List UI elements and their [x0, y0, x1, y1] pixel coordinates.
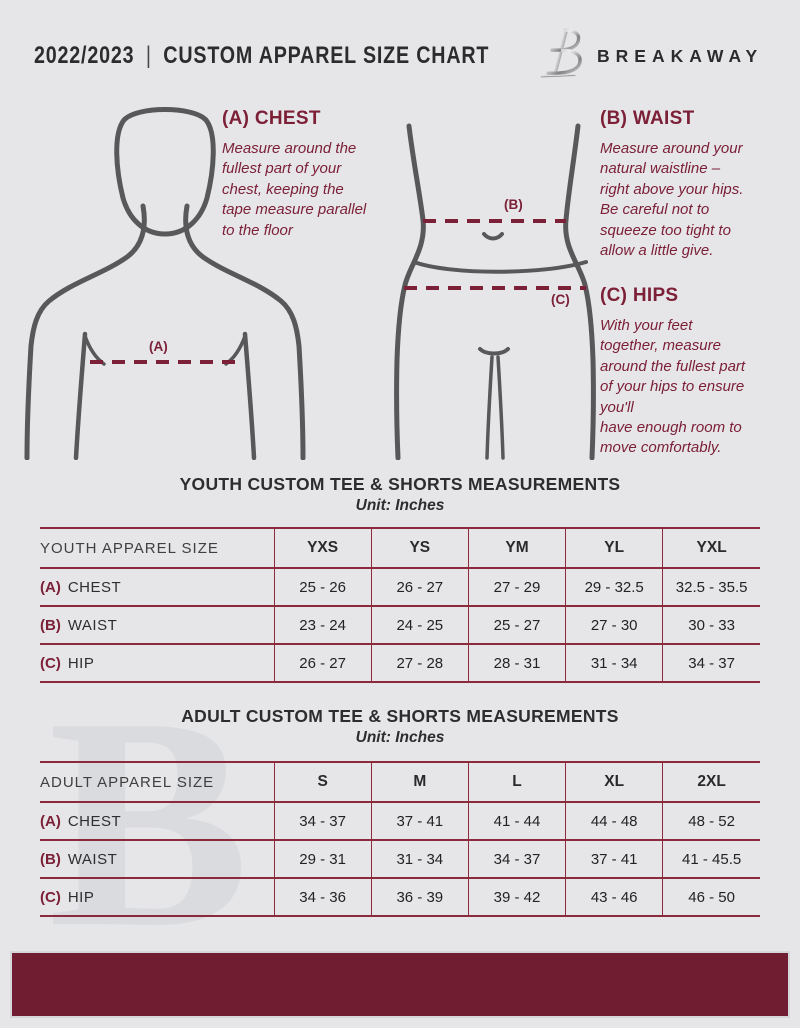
page-title: 2022/2023 | CUSTOM APPAREL SIZE CHART	[34, 42, 489, 70]
season-label: 2022/2023	[34, 42, 135, 69]
table-row-waist: (B) WAIST 23 - 24 24 - 25 25 - 27 27 - 30…	[40, 605, 760, 644]
table-cell: 34 - 37	[467, 839, 566, 878]
table-cell: 27 - 28	[370, 643, 469, 683]
waist-guide: (B) WAIST Measure around your natural wa…	[600, 108, 796, 261]
chest-marker-label: (A)	[149, 339, 168, 354]
row-prefix: (C)	[40, 654, 61, 672]
table-cell: 27 - 29	[467, 567, 566, 606]
youth-table-title: YOUTH CUSTOM TEE & SHORTS MEASUREMENTS	[179, 474, 621, 494]
table-row-chest: (A) CHEST 34 - 37 37 - 41 41 - 44 44 - 48…	[40, 801, 760, 840]
hips-figure-illustration	[394, 123, 596, 460]
table-cell: 37 - 41	[370, 801, 469, 840]
breakaway-b-logo-icon	[538, 28, 582, 78]
table-cell: 34 - 37	[273, 801, 372, 840]
table-cell: 48 - 52	[662, 801, 760, 840]
row-label-text: WAIST	[67, 850, 118, 868]
row-label: (C) HIP	[40, 643, 275, 683]
table-cell: 26 - 27	[273, 643, 372, 683]
table-cell: 26 - 27	[370, 567, 469, 606]
column-header: YOUTH APPAREL SIZE	[40, 527, 275, 568]
table-cell: 43 - 46	[565, 877, 663, 917]
table-cell: 44 - 48	[565, 801, 663, 840]
waist-marker-label: (B)	[504, 197, 523, 212]
hips-guide-heading: (C) HIPS	[600, 285, 679, 306]
table-cell: 24 - 25	[370, 605, 469, 644]
table-cell: 32.5 - 35.5	[662, 567, 760, 606]
waist-guide-body: Measure around your natural waistline – …	[600, 140, 744, 259]
brand-name: BREAKAWAY	[597, 46, 764, 66]
youth-size-table: YOUTH APPAREL SIZE YXS YS YM YL YXL (A) C…	[40, 527, 760, 683]
adult-table-title: ADULT CUSTOM TEE & SHORTS MEASUREMENTS	[181, 706, 619, 726]
row-prefix: (A)	[40, 578, 61, 596]
table-cell: 27 - 30	[565, 605, 663, 644]
table-cell: 41 - 44	[467, 801, 566, 840]
table-cell: 23 - 24	[273, 605, 372, 644]
hips-guide-body: With your feet together, measure around …	[600, 317, 746, 457]
footer-accent-bar	[10, 951, 790, 1018]
column-header: ADULT APPAREL SIZE	[40, 761, 275, 802]
column-header: 2XL	[662, 761, 760, 802]
youth-header-row: YOUTH APPAREL SIZE YXS YS YM YL YXL	[40, 527, 760, 568]
adult-table-unit: Unit: Inches	[355, 729, 445, 746]
hips-guide: (C) HIPS With your feet together, measur…	[600, 285, 796, 459]
title-separator: |	[145, 42, 152, 69]
table-cell: 25 - 26	[273, 567, 372, 606]
column-header: YXS	[273, 527, 372, 568]
table-cell: 46 - 50	[662, 877, 760, 917]
row-label-text: WAIST	[67, 616, 118, 634]
waist-guide-heading: (B) WAIST	[600, 108, 695, 129]
chest-guide-body: Measure around the fullest part of your …	[222, 140, 367, 239]
row-label: (A) CHEST	[40, 567, 275, 606]
table-cell: 29 - 31	[273, 839, 372, 878]
row-prefix: (C)	[40, 888, 61, 906]
chest-guide: (A) CHEST Measure around the fullest par…	[222, 108, 407, 241]
table-cell: 34 - 36	[273, 877, 372, 917]
row-label: (A) CHEST	[40, 801, 275, 840]
table-cell: 31 - 34	[370, 839, 469, 878]
row-label-text: CHEST	[67, 812, 122, 830]
row-label: (B) WAIST	[40, 839, 275, 878]
table-row-chest: (A) CHEST 25 - 26 26 - 27 27 - 29 29 - 32…	[40, 567, 760, 606]
column-header: M	[370, 761, 469, 802]
column-header: L	[467, 761, 566, 802]
hips-marker-label: (C)	[551, 292, 570, 307]
row-prefix: (A)	[40, 812, 61, 830]
adult-header-row: ADULT APPAREL SIZE S M L XL 2XL	[40, 761, 760, 802]
column-header: YL	[565, 527, 663, 568]
column-header: YM	[467, 527, 566, 568]
table-row-hip: (C) HIP 26 - 27 27 - 28 28 - 31 31 - 34 3…	[40, 643, 760, 683]
table-row-hip: (C) HIP 34 - 36 36 - 39 39 - 42 43 - 46 4…	[40, 877, 760, 917]
adult-size-table: ADULT APPAREL SIZE S M L XL 2XL (A) CHEST…	[40, 761, 760, 917]
table-cell: 29 - 32.5	[565, 567, 663, 606]
table-cell: 28 - 31	[467, 643, 566, 683]
row-prefix: (B)	[40, 850, 61, 868]
column-header: S	[273, 761, 372, 802]
page-title-text: CUSTOM APPAREL SIZE CHART	[163, 42, 490, 69]
column-header: YXL	[662, 527, 760, 568]
row-label-text: CHEST	[67, 578, 122, 596]
column-header: YS	[370, 527, 469, 568]
table-cell: 37 - 41	[565, 839, 663, 878]
table-cell: 41 - 45.5	[662, 839, 760, 878]
table-row-waist: (B) WAIST 29 - 31 31 - 34 34 - 37 37 - 41…	[40, 839, 760, 878]
row-label: (C) HIP	[40, 877, 275, 917]
row-label-text: HIP	[67, 654, 95, 672]
row-prefix: (B)	[40, 616, 61, 634]
table-cell: 31 - 34	[565, 643, 663, 683]
table-cell: 30 - 33	[662, 605, 760, 644]
table-cell: 36 - 39	[370, 877, 469, 917]
table-cell: 34 - 37	[662, 643, 760, 683]
youth-table-unit: Unit: Inches	[355, 497, 445, 514]
row-label-text: HIP	[67, 888, 95, 906]
row-label: (B) WAIST	[40, 605, 275, 644]
chest-guide-heading: (A) CHEST	[222, 108, 321, 129]
table-cell: 39 - 42	[467, 877, 566, 917]
column-header: XL	[565, 761, 663, 802]
table-cell: 25 - 27	[467, 605, 566, 644]
torso-figure-illustration	[24, 107, 306, 460]
